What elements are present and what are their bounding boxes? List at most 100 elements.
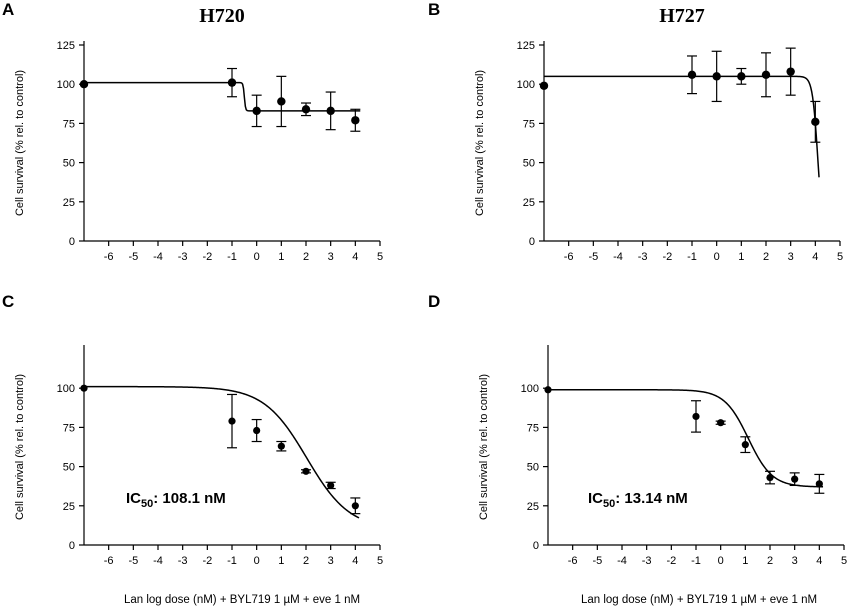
panel-a-plot: 0 25 50 75 100 125 -6 -5 -4 -3 -2 -1 0 1 2 3 4 5 Cell surv… <box>14 40 383 263</box>
panel-b-data-point <box>786 67 795 76</box>
panel-letter-d: D <box>428 292 440 311</box>
panel-c-y-tick-label: 100 <box>57 383 75 395</box>
panel-b-x-tick-label: -6 <box>564 251 574 263</box>
panel-a-x-tick-label: -3 <box>178 251 188 263</box>
panel-b-x-tick-label: 4 <box>812 251 818 263</box>
panel-d-ic50-value: : 13.14 nM <box>615 490 688 507</box>
panel-d-data-point <box>717 419 725 427</box>
panel-c-y-tick-label: 75 <box>63 422 75 434</box>
panel-a-x-tick-label: 1 <box>278 251 284 263</box>
panel-d-x-tick-label: 4 <box>816 555 822 567</box>
panel-c-ic50-value: : 108.1 nM <box>153 490 226 507</box>
panel-b-x-tick-label: -3 <box>638 251 648 263</box>
panel-a-x-tick-label: 4 <box>352 251 358 263</box>
panel-d-fit-curve <box>548 389 824 488</box>
panel-c-data-point <box>277 442 285 450</box>
panel-b-data-point <box>539 81 549 90</box>
panel-a-x-tick-label: -1 <box>227 251 237 263</box>
panel-c-x-tick-label: 0 <box>254 555 260 567</box>
panel-b-x-tick-label: 3 <box>788 251 794 263</box>
panel-d-data-point <box>692 412 700 421</box>
panel-a-y-tick-label: 50 <box>63 158 75 170</box>
panel-b-y-tick-label: 75 <box>523 118 535 130</box>
panel-d-ic50-main: IC <box>588 490 603 507</box>
panel-c-y-tick-label: 50 <box>63 462 75 474</box>
panel-c-ic50-label: IC50: 108.1 nM <box>126 490 226 510</box>
panel-b-data-point <box>811 117 820 127</box>
panel-a-x-tick-label: 2 <box>303 251 309 263</box>
panel-d-data-point <box>766 473 774 482</box>
panel-c-x-tick-label: 5 <box>377 555 383 567</box>
panel-c-data-point <box>228 417 236 425</box>
panel-c-ic50-main: IC <box>126 490 141 507</box>
panel-d-x-tick-label: -1 <box>691 555 701 567</box>
panel-a-y-tick-label: 25 <box>63 197 75 209</box>
panel-a-x-tick-label: 3 <box>328 251 334 263</box>
panel-a: A H720 0 25 50 75 100 125 -6 -5 -4 -3 -2 -1 0 1 2 3 4 5 Ce… <box>2 0 383 263</box>
panel-d-x-tick-label: 5 <box>841 555 847 567</box>
panel-c-data-point <box>253 426 261 435</box>
panel-d-x-tick-label: -3 <box>642 555 652 567</box>
panel-a-data-point <box>277 97 286 106</box>
panel-b-plot: 0 25 50 75 100 125 -6 -5 -4 -3 -2 -1 0 1 2 3 4 5 Cell surv… <box>474 40 843 263</box>
panel-b-x-tick-label: 2 <box>763 251 769 263</box>
panel-a-y-tick-label: 75 <box>63 118 75 130</box>
panel-b: B H727 0 25 50 75 100 125 -6 -5 -4 -3 -2 -1 0 1 2 3 4 5 Ce… <box>428 0 843 263</box>
panel-a-data-point <box>301 105 311 114</box>
panel-a-x-tick-label: -2 <box>202 251 212 263</box>
panel-a-x-tick-label: 5 <box>377 251 383 263</box>
panel-a-data-point <box>227 78 237 87</box>
panel-b-x-tick-label: -1 <box>687 251 697 263</box>
panel-d-x-tick-label: -4 <box>617 555 627 567</box>
panel-b-x-tick-label: 0 <box>714 251 720 263</box>
panel-d-y-tick-label: 0 <box>533 540 539 552</box>
panel-c-data-point <box>302 467 310 475</box>
panel-a-y-tick-label: 0 <box>69 236 75 248</box>
panel-b-y-tick-label: 50 <box>523 158 535 170</box>
panel-c-ic50-sub: 50 <box>141 498 153 510</box>
panel-d-ic50-label: IC50: 13.14 nM <box>588 490 688 510</box>
panel-c-x-tick-label: 3 <box>328 555 334 567</box>
panel-d-x-tick-label: -5 <box>592 555 602 567</box>
panel-letter-a: A <box>2 0 14 19</box>
panel-c-x-tick-label: -3 <box>178 555 188 567</box>
panel-d-xlabel: Lan log dose (nM) + BYL719 1 µM + eve 1 … <box>581 594 817 606</box>
panel-d-data-point <box>741 441 749 449</box>
panel-d-data-point <box>791 475 799 483</box>
panel-d-x-tick-label: -6 <box>568 555 578 567</box>
panel-b-data-point <box>712 72 721 81</box>
panel-a-ylabel: Cell survival (% rel. to control) <box>14 70 26 216</box>
panel-c-x-tick-label: -1 <box>227 555 237 567</box>
panel-c-y-tick-label: 25 <box>63 501 75 513</box>
panel-c-x-tick-label: -2 <box>202 555 212 567</box>
panel-b-fit-curve <box>544 75 820 178</box>
panel-c: C 0 25 50 75 100 -6 -5 -4 -3 -2 -1 0 1 2 3 4 5 Cell survi… <box>2 292 383 606</box>
panel-d-data-point <box>544 386 552 394</box>
panel-c-data-point <box>327 481 335 490</box>
panel-c-ylabel: Cell survival (% rel. to control) <box>14 374 26 520</box>
panel-c-x-tick-label: 2 <box>303 555 309 567</box>
panel-b-data-point <box>761 70 771 79</box>
panel-c-data-point <box>351 502 359 510</box>
panel-b-y-tick-label: 25 <box>523 197 535 209</box>
panel-b-x-tick-label: 1 <box>738 251 744 263</box>
panel-c-xlabel: Lan log dose (nM) + BYL719 1 µM + eve 1 … <box>124 594 360 606</box>
panel-d-y-tick-label: 25 <box>527 501 539 513</box>
panel-d-y-tick-label: 50 <box>527 462 539 474</box>
panel-a-data-point <box>252 106 261 116</box>
panel-b-x-tick-label: 5 <box>837 251 843 263</box>
panel-b-y-tick-label: 0 <box>529 236 535 248</box>
panel-b-data-point <box>687 70 697 79</box>
panel-c-y-tick-label: 0 <box>69 540 75 552</box>
panel-b-y-tick-label: 125 <box>517 40 535 52</box>
panel-b-data-point <box>737 72 746 81</box>
panel-b-ylabel: Cell survival (% rel. to control) <box>474 70 486 216</box>
panel-d-x-tick-label: 2 <box>767 555 773 567</box>
panel-a-y-tick-label: 100 <box>57 79 75 91</box>
panel-c-x-tick-label: -4 <box>153 555 163 567</box>
panel-a-data-point <box>351 116 360 125</box>
panel-a-title: H720 <box>199 5 245 27</box>
panel-d-ylabel: Cell survival (% rel. to control) <box>478 374 490 520</box>
panel-b-x-tick-label: -2 <box>662 251 672 263</box>
